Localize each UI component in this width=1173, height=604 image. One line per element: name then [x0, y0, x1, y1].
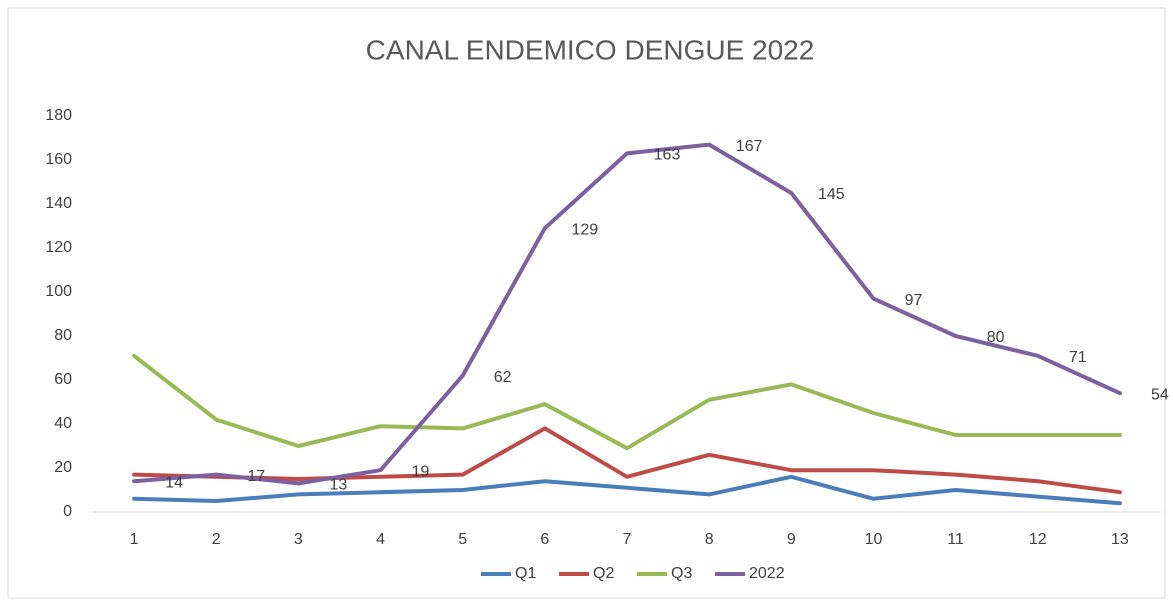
data-label: 62 [494, 369, 512, 386]
x-tick-label: 4 [376, 531, 385, 548]
series-line [132, 353, 1122, 451]
x-tick-label: 1 [130, 531, 139, 548]
data-label: 167 [736, 138, 763, 155]
y-tick-label: 40 [54, 415, 72, 432]
y-tick-label: 120 [45, 239, 72, 256]
x-tick-label: 10 [865, 531, 883, 548]
data-label: 80 [987, 329, 1005, 346]
series-line [132, 142, 1122, 486]
y-tick-label: 160 [45, 151, 72, 168]
data-label: 129 [571, 221, 598, 238]
data-label: 97 [905, 292, 923, 309]
x-tick-label: 6 [540, 531, 549, 548]
data-label: 163 [654, 147, 681, 164]
y-tick-label: 60 [54, 371, 72, 388]
data-label: 71 [1069, 349, 1087, 366]
data-label: 54 [1151, 386, 1169, 403]
x-tick-label: 3 [294, 531, 303, 548]
y-tick-label: 180 [45, 107, 72, 124]
data-label: 19 [412, 463, 430, 480]
x-tick-label: 9 [787, 531, 796, 548]
data-label: 145 [818, 186, 845, 203]
data-label: 17 [247, 468, 265, 485]
y-tick-label: 80 [54, 327, 72, 344]
chart-title: CANAL ENDEMICO DENGUE 2022 [366, 34, 815, 65]
data-label: 14 [165, 474, 183, 491]
legend-label: Q3 [671, 565, 692, 582]
legend-label: Q1 [515, 565, 536, 582]
x-tick-label: 5 [458, 531, 467, 548]
y-tick-label: 20 [54, 459, 72, 476]
x-tick-label: 2 [212, 531, 221, 548]
chart-frame [7, 7, 1166, 599]
data-label: 13 [329, 477, 347, 494]
y-tick-label: 140 [45, 195, 72, 212]
y-tick-label: 100 [45, 283, 72, 300]
legend-label: Q2 [593, 565, 614, 582]
x-tick-label: 13 [1111, 531, 1129, 548]
x-tick-label: 11 [947, 531, 964, 548]
series-line [132, 426, 1122, 495]
y-tick-label: 0 [63, 503, 72, 520]
series-line [132, 474, 1122, 506]
x-tick-label: 8 [705, 531, 714, 548]
x-tick-label: 12 [1029, 531, 1047, 548]
legend-label: 2022 [749, 565, 785, 582]
x-tick-label: 7 [623, 531, 632, 548]
